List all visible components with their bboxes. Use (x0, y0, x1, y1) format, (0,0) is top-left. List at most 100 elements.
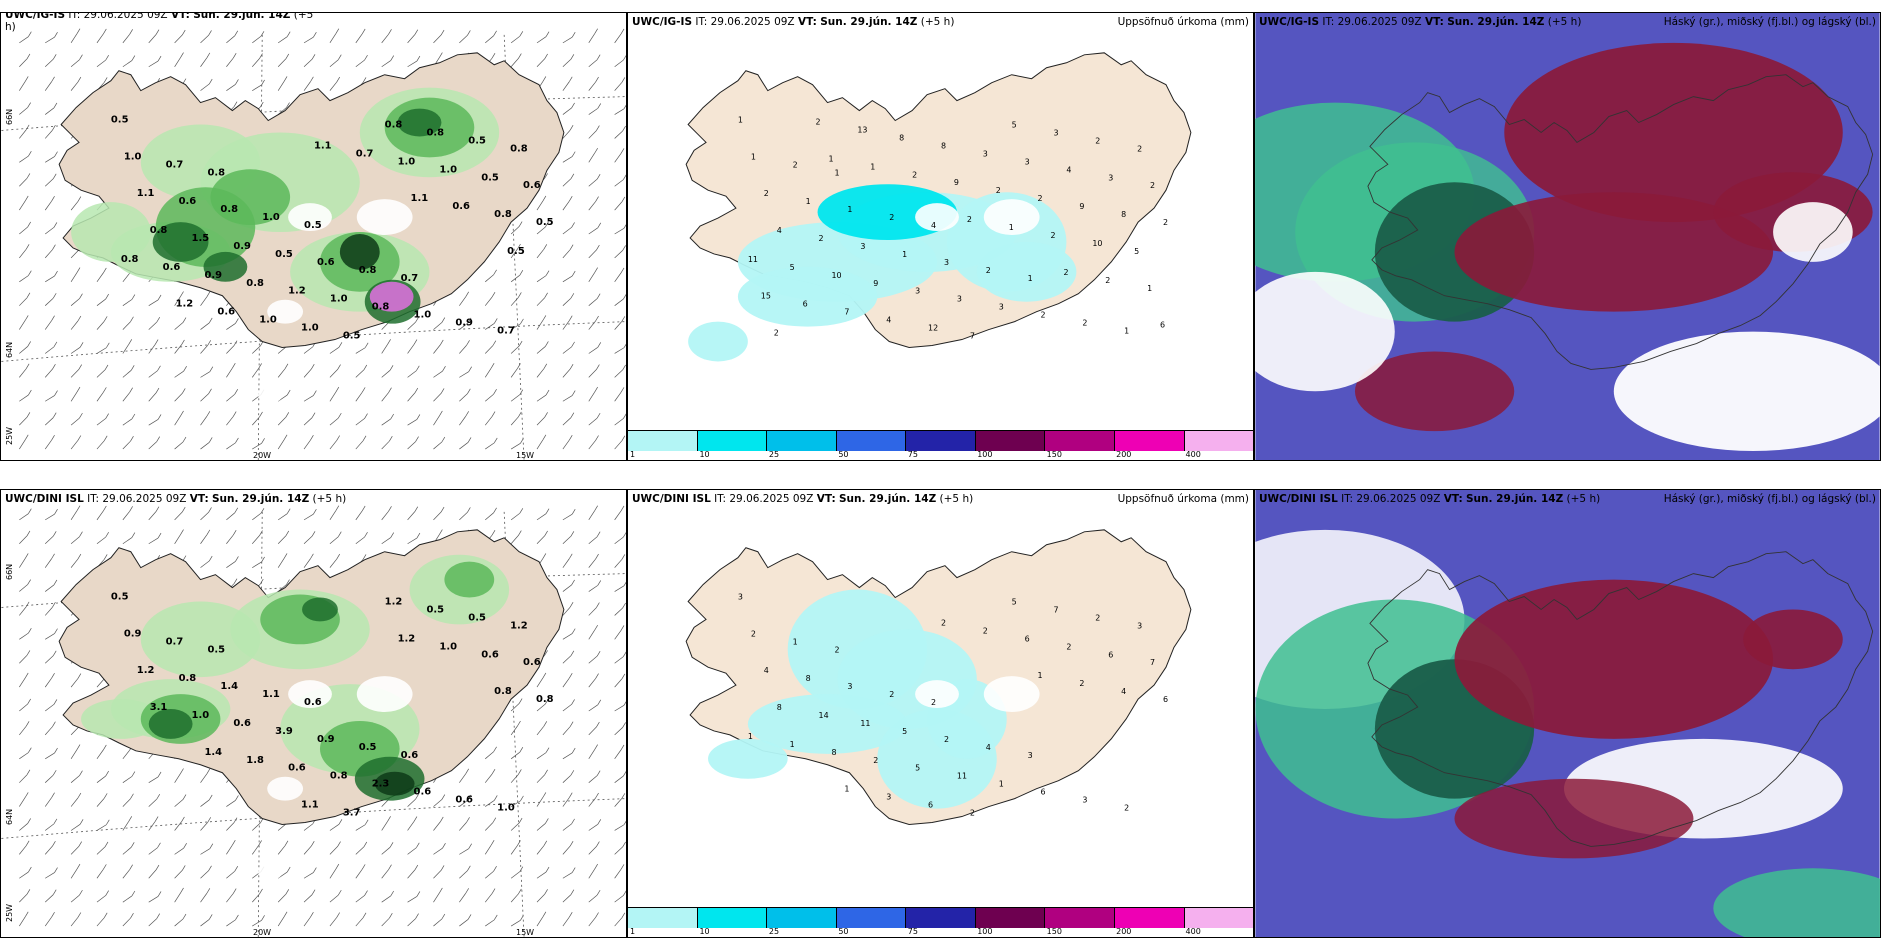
value-label: 0.8 (385, 119, 403, 130)
value-label: 1.0 (439, 641, 457, 652)
value-label: 3 (999, 303, 1004, 312)
vt-label: VT: (797, 16, 817, 28)
value-label: 0.7 (401, 273, 419, 284)
value-label: 0.9 (124, 628, 142, 639)
colorbar-labels: 1 10 25 50 75 100 150 200 400 (628, 450, 1253, 460)
colorbar-segment (836, 908, 907, 928)
value-label: 3 (983, 149, 988, 158)
value-label: 0.6 (523, 657, 541, 668)
value-label: 1.1 (314, 140, 332, 151)
it-label: IT: (68, 12, 81, 21)
lon-label-20w: 20W (253, 928, 272, 937)
value-label: 2 (1095, 613, 1100, 622)
value-label: 0.5 (207, 644, 225, 655)
lat-label-66n: 66N (5, 563, 14, 580)
value-label: 2 (1041, 311, 1046, 320)
value-label: 0.6 (481, 649, 499, 660)
value-label: 5 (790, 263, 795, 272)
value-label: 4 (986, 743, 991, 752)
panel-top-middle-accumulated: UWC/IG-IS IT: 29.06.2025 09Z VT: Sun. 29… (627, 12, 1254, 461)
value-label: 1.8 (246, 755, 264, 766)
it-value: 29.06.2025 09Z (1356, 493, 1441, 505)
value-label: 1 (834, 168, 839, 177)
value-label: 2 (1124, 804, 1129, 813)
value-label: 2 (983, 626, 988, 635)
value-label: 2.3 (372, 779, 390, 790)
panel-header: UWC/IG-IS IT: 29.06.2025 09Z VT: Sun. 29… (1259, 16, 1581, 28)
value-label: 2 (996, 186, 1001, 195)
lead-time: (+5 (293, 12, 314, 21)
value-label: 1 (738, 116, 743, 125)
value-label: 6 (928, 801, 933, 810)
value-label: 3.1 (150, 702, 168, 713)
colorbar-label: 25 (768, 450, 780, 459)
value-label: 1.1 (301, 800, 319, 811)
colorbar-segment (1045, 908, 1115, 928)
value-label: 8 (1121, 210, 1126, 219)
panel-header: UWC/DINI ISL IT: 29.06.2025 09Z VT: Sun.… (5, 493, 346, 505)
value-label: 1.0 (262, 212, 280, 223)
value-label: 11 (957, 772, 967, 781)
value-label: 0.8 (330, 771, 348, 782)
value-label: 4 (777, 226, 782, 235)
it-label: IT: (87, 493, 100, 505)
value-label: 2 (764, 189, 769, 198)
value-label: 3 (1082, 796, 1087, 805)
value-label: 1 (999, 780, 1004, 789)
vt-label: VT: (189, 493, 209, 505)
value-label: 0.8 (494, 686, 512, 697)
value-label: 5 (1012, 597, 1017, 606)
value-label: 6 (803, 300, 808, 309)
value-label: 3 (847, 682, 852, 691)
value-label: 2 (931, 698, 936, 707)
value-label: 2 (1105, 276, 1110, 285)
value-label: 2 (1051, 231, 1056, 240)
model-name: UWC/DINI ISL (5, 493, 84, 505)
value-label: 9 (873, 279, 878, 288)
value-label: 3.7 (343, 808, 361, 819)
value-label: 6 (1108, 650, 1113, 659)
vt-value: Sun. 29.jún. 14Z (1466, 493, 1564, 505)
value-label: 1.2 (137, 665, 155, 676)
lead-time: (+5 h) (920, 16, 955, 28)
value-label: 3 (886, 793, 891, 802)
value-label: 0.5 (343, 331, 361, 342)
colorbar-segment (697, 431, 768, 451)
it-label: IT: (1322, 16, 1335, 28)
panel-bottom-left-precip-wind: UWC/DINI ISL IT: 29.06.2025 09Z VT: Sun.… (0, 489, 627, 938)
value-label: 3 (1053, 128, 1058, 137)
colorbar-label: 150 (1046, 927, 1062, 936)
value-label: 0.8 (220, 204, 238, 215)
value-label: 1 (790, 740, 795, 749)
value-label: 2 (912, 170, 917, 179)
value-label: 2 (1150, 181, 1155, 190)
value-label: 10 (831, 271, 841, 280)
colorbar-label: 150 (1046, 450, 1062, 459)
value-label: 2 (1082, 319, 1087, 328)
value-label: 1.0 (398, 156, 416, 167)
it-value: 29.06.2025 09Z (710, 16, 795, 28)
value-label: 1.0 (414, 310, 432, 321)
colorbar-segment (767, 908, 837, 928)
value-label: 0.8 (207, 167, 225, 178)
value-label: 6 (1163, 695, 1168, 704)
colorbar-segment (1045, 431, 1115, 451)
value-label: 0.7 (166, 636, 184, 647)
value-label: 1 (847, 205, 852, 214)
value-label: 12 (928, 324, 938, 333)
value-label: 0.8 (372, 302, 390, 313)
value-label: 1 (793, 637, 798, 646)
value-label: 3.9 (275, 726, 293, 737)
value-label: 2 (1038, 194, 1043, 203)
field-title: Háský (gr.), miðský (fj.bl.) og lágský (… (1663, 493, 1876, 505)
colorbar-segment (836, 431, 907, 451)
value-label: 4 (1066, 165, 1071, 174)
value-label: 0.7 (356, 148, 374, 159)
it-value: 29.06.2025 09Z (102, 493, 187, 505)
model-name: UWC/IG-IS (632, 16, 693, 28)
vt-value: Sun. 29.jún. 14Z (1447, 16, 1545, 28)
value-label: 0.6 (523, 180, 541, 191)
value-label: 1.0 (439, 164, 457, 175)
value-label: 1.2 (288, 286, 306, 297)
value-label: 0.6 (455, 795, 473, 806)
